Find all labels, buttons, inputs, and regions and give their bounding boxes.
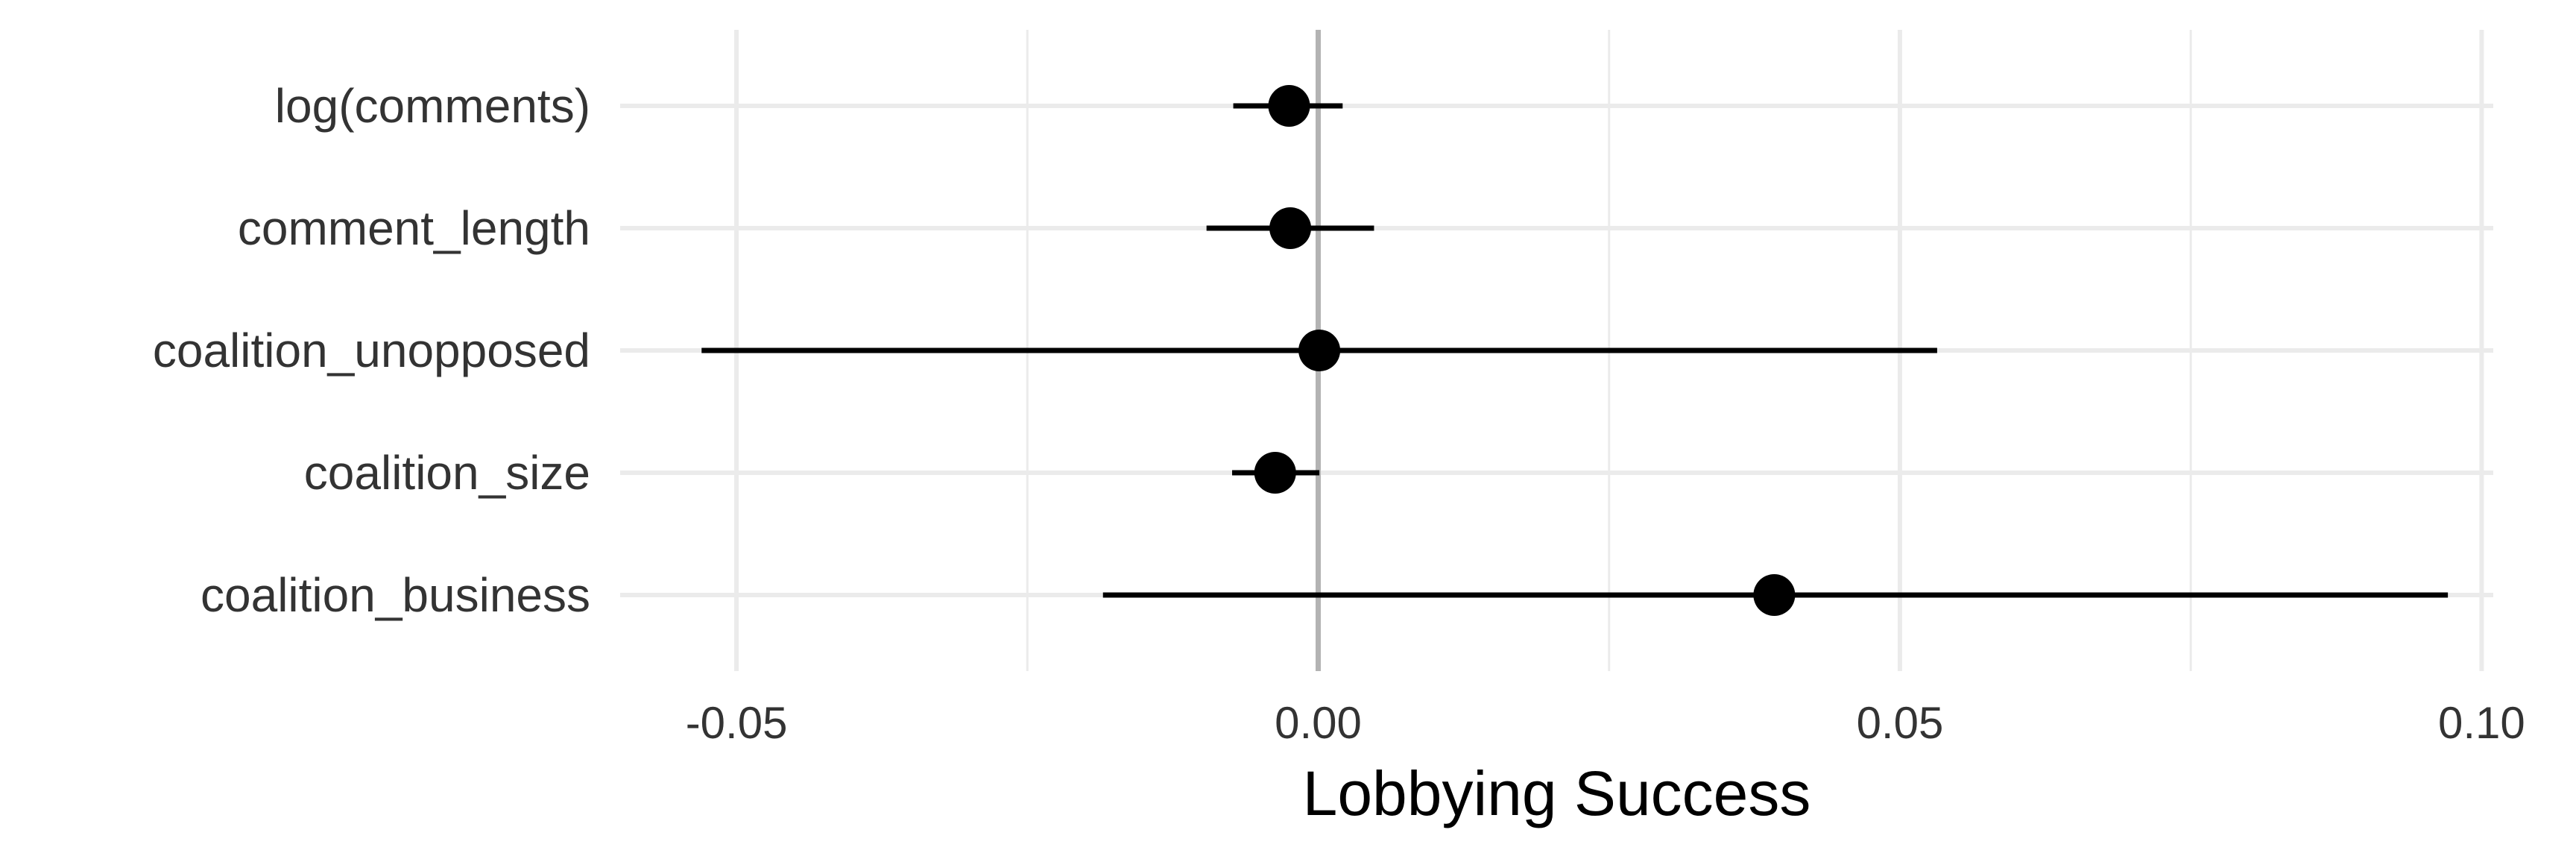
y-tick-label: coalition_unopposed (153, 324, 590, 377)
estimate-point (1268, 85, 1310, 127)
x-tick-labels: -0.05 0.00 0.05 0.10 (686, 698, 2525, 748)
estimate-point (1269, 207, 1312, 249)
estimate-point (1753, 574, 1796, 616)
y-tick-label: coalition_size (304, 446, 590, 500)
y-tick-label: coalition_business (201, 568, 590, 622)
estimate-point (1298, 330, 1341, 371)
y-tick-label: log(comments) (275, 79, 590, 133)
x-tick-label: 0.05 (1857, 698, 1944, 748)
x-tick-label: 0.10 (2438, 698, 2525, 748)
y-tick-labels: log(comments) comment_length coalition_uno… (153, 79, 590, 622)
x-tick-label: -0.05 (686, 698, 788, 748)
estimate-point (1254, 452, 1296, 494)
x-tick-label: 0.00 (1275, 698, 1362, 748)
data-series (701, 85, 2449, 616)
y-tick-label: comment_length (238, 201, 590, 255)
x-axis-title: Lobbying Success (1303, 758, 1811, 828)
